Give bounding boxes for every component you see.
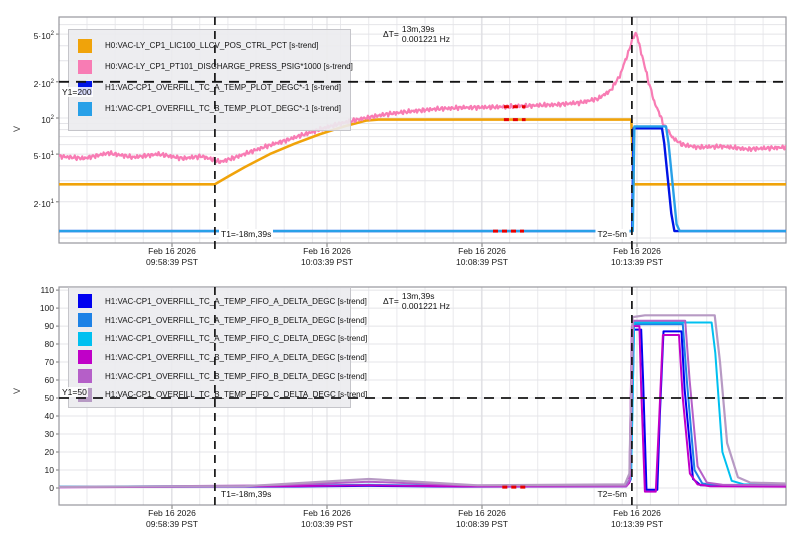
legend-item-tc_a_plot[interactable]: H1:VAC-CP1_OVERFILL_TC_A_TEMP_PLOT_DEGC*…: [69, 77, 350, 98]
legend-swatch-fifo_b_b: [78, 369, 92, 384]
x-tick-label: Feb 16 2026 10:03:39 PST: [301, 246, 353, 267]
delta-t-annotation-top: ΔT= 13m,39s 0.001221 Hz: [383, 24, 450, 44]
delta-t-duration: 13m,39s: [401, 291, 435, 301]
cursor-t2-label-bottom[interactable]: T2=-5m: [595, 489, 629, 499]
legend-item-fifo_a_c[interactable]: H1:VAC-CP1_OVERFILL_TC_A_TEMP_FIFO_C_DEL…: [69, 329, 367, 348]
x-tick-label: Feb 16 2026 10:13:39 PST: [611, 246, 664, 267]
legend-label: H1:VAC-CP1_OVERFILL_TC_A_TEMP_FIFO_B_DEL…: [105, 315, 367, 325]
legend-label: H1:VAC-CP1_OVERFILL_TC_A_TEMP_FIFO_A_DEL…: [105, 296, 367, 306]
legend-item-fifo_a_a[interactable]: H1:VAC-CP1_OVERFILL_TC_A_TEMP_FIFO_A_DEL…: [69, 292, 367, 311]
legend-label: H1:VAC-CP1_OVERFILL_TC_A_TEMP_PLOT_DEGC*…: [105, 83, 341, 92]
delta-t-prefix: ΔT=: [383, 296, 399, 306]
y-tick-label: 10: [44, 465, 54, 476]
legend-item-llcv_pos[interactable]: H0:VAC-LY_CP1_LIC100_LLCV_POS_CTRL_PCT […: [69, 35, 350, 56]
y-tick-label: 2·102: [33, 78, 54, 89]
y-tick-label: 30: [44, 429, 54, 440]
legend-label: H1:VAC-CP1_OVERFILL_TC_B_TEMP_FIFO_C_DEL…: [105, 390, 368, 400]
legend-label: H0:VAC-LY_CP1_PT101_DISCHARGE_PRESS_PSIG…: [105, 62, 353, 71]
legend-label: H1:VAC-CP1_OVERFILL_TC_B_TEMP_PLOT_DEGC*…: [105, 104, 341, 113]
y-tick-label: 5·101: [33, 150, 54, 161]
y-tick-label: 90: [44, 321, 54, 332]
series-tc_a_plot: [59, 127, 786, 233]
delta-t-prefix: ΔT=: [383, 29, 399, 39]
legend-label: H1:VAC-CP1_OVERFILL_TC_A_TEMP_FIFO_C_DEL…: [105, 334, 368, 344]
legend-swatch-llcv_pos: [78, 38, 92, 53]
series-fifo_b_c: [59, 314, 786, 488]
legend-item-discharge_press[interactable]: H0:VAC-LY_CP1_PT101_DISCHARGE_PRESS_PSIG…: [69, 56, 353, 77]
x-tick-label: Feb 16 2026 10:03:39 PST: [301, 508, 353, 529]
legend-item-fifo_b_c[interactable]: H1:VAC-CP1_OVERFILL_TC_B_TEMP_FIFO_C_DEL…: [69, 385, 367, 404]
legend-box-bottom: H1:VAC-CP1_OVERFILL_TC_A_TEMP_FIFO_A_DEL…: [68, 287, 367, 408]
y-axis-label-top: V: [12, 125, 23, 133]
legend-swatch-fifo_a_c: [78, 331, 92, 346]
y-tick-label: 20: [44, 447, 54, 458]
legend-swatch-discharge_press: [78, 59, 92, 74]
y-tick-label: 2·101: [33, 198, 54, 209]
x-tick-label: Feb 16 2026 09:58:39 PST: [146, 246, 198, 267]
y-tick-label: 110: [40, 285, 54, 296]
legend-label: H1:VAC-CP1_OVERFILL_TC_B_TEMP_FIFO_B_DEL…: [105, 371, 367, 381]
y-tick-label: 40: [44, 411, 54, 422]
delta-t-duration: 13m,39s: [401, 24, 435, 34]
cursor-t1-label-top[interactable]: T1=-18m,39s: [219, 229, 274, 239]
legend-swatch-fifo_a_b: [78, 313, 92, 328]
legend-item-tc_b_plot[interactable]: H1:VAC-CP1_OVERFILL_TC_B_TEMP_PLOT_DEGC*…: [69, 98, 350, 119]
y1-marker-label-top[interactable]: Y1=200: [61, 87, 93, 97]
series-fifo_b_a: [59, 325, 786, 493]
cursor-t2-label-top[interactable]: T2=-5m: [595, 229, 629, 239]
legend-swatch-fifo_a_a: [78, 294, 92, 309]
y-tick-label: 70: [44, 357, 54, 368]
y-tick-label: 102: [41, 114, 54, 125]
x-tick-label: Feb 16 2026 10:08:39 PST: [456, 508, 508, 529]
x-tick-label: Feb 16 2026 10:13:39 PST: [611, 508, 664, 529]
delta-t-annotation-bottom: ΔT= 13m,39s 0.001221 Hz: [383, 291, 450, 311]
series-group-1: [59, 314, 786, 493]
cursor-t1-label-bottom[interactable]: T1=-18m,39s: [219, 489, 274, 499]
legend-swatch-fifo_b_a: [78, 350, 92, 365]
delta-t-frequency: 0.001221 Hz: [401, 34, 451, 44]
x-tick-label: Feb 16 2026 10:08:39 PST: [456, 246, 508, 267]
x-tick-label: Feb 16 2026 09:58:39 PST: [146, 508, 198, 529]
y-tick-label: 5·102: [33, 30, 54, 41]
y1-marker-label-bottom[interactable]: Y1=50: [61, 387, 88, 397]
legend-box-top: H0:VAC-LY_CP1_LIC100_LLCV_POS_CTRL_PCT […: [68, 29, 353, 131]
y-tick-label: 60: [44, 375, 54, 386]
y-tick-label: 100: [39, 303, 54, 314]
y-tick-label: 80: [44, 339, 54, 350]
legend-swatch-tc_b_plot: [78, 101, 92, 116]
legend-item-fifo_b_b[interactable]: H1:VAC-CP1_OVERFILL_TC_B_TEMP_FIFO_B_DEL…: [69, 367, 367, 386]
legend-label: H0:VAC-LY_CP1_LIC100_LLCV_POS_CTRL_PCT […: [105, 41, 319, 50]
legend-item-fifo_b_a[interactable]: H1:VAC-CP1_OVERFILL_TC_B_TEMP_FIFO_A_DEL…: [69, 348, 367, 367]
legend-label: H1:VAC-CP1_OVERFILL_TC_B_TEMP_FIFO_A_DEL…: [105, 352, 367, 362]
delta-t-frequency: 0.001221 Hz: [401, 301, 451, 311]
chart-1: [56, 286, 787, 509]
legend-item-fifo_a_b[interactable]: H1:VAC-CP1_OVERFILL_TC_A_TEMP_FIFO_B_DEL…: [69, 311, 367, 330]
y-tick-label: 0: [49, 483, 54, 493]
y-tick-label: 50: [44, 393, 54, 404]
series-tc_b_plot: [59, 125, 786, 233]
